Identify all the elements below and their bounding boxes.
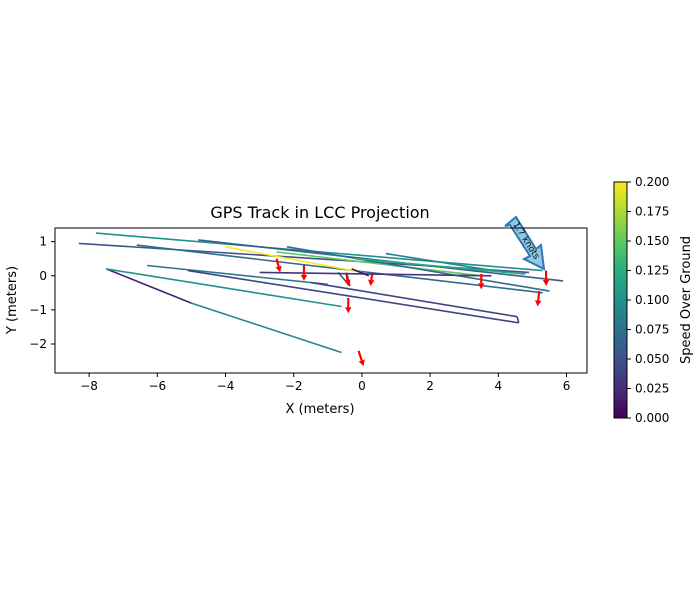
track-segment	[191, 302, 342, 354]
speed-annotation: 1.7 knots	[504, 215, 546, 271]
x-tick-label: 6	[563, 379, 571, 393]
x-tick-label: 2	[426, 379, 434, 393]
track-segment	[286, 246, 550, 292]
x-tick-label: 0	[358, 379, 366, 393]
colorbar-tick-label: 0.025	[635, 382, 669, 396]
velocity-arrow	[368, 273, 375, 286]
colorbar-label: Speed Over Ground	[679, 236, 694, 364]
colorbar-tick-label: 0.125	[635, 264, 669, 278]
velocity-arrow	[345, 297, 352, 314]
colorbar-ticks: 0.000 0.025 0.050 0.075 0.100 0.125 0.150 0.175…	[627, 175, 669, 425]
colorbar-tick-label: 0.175	[635, 205, 669, 219]
track-segment	[105, 268, 192, 304]
colorbar-tick-label: 0.100	[635, 293, 669, 307]
colorbar-tick-label: 0.200	[635, 175, 669, 189]
y-tick-label: −1	[29, 303, 47, 317]
y-axis-ticks: −2 −1 0 1	[29, 235, 55, 351]
x-tick-label: −2	[285, 379, 303, 393]
x-tick-label: −6	[148, 379, 166, 393]
track-segment	[351, 268, 370, 277]
colorbar-gradient	[614, 182, 627, 418]
colorbar-tick-label: 0.075	[635, 323, 669, 337]
track-segment	[276, 251, 482, 277]
velocity-arrow	[344, 273, 351, 286]
y-tick-label: 1	[39, 235, 47, 249]
velocity-arrows	[275, 258, 550, 367]
chart-title: GPS Track in LCC Projection	[210, 203, 429, 222]
velocity-arrow	[542, 270, 550, 286]
x-axis-ticks: −8 −6 −4 −2 0 2 4 6	[80, 373, 570, 393]
velocity-arrow	[535, 290, 542, 307]
track-segment	[259, 271, 492, 277]
colorbar-tick-label: 0.150	[635, 234, 669, 248]
colorbar: 0.000 0.025 0.050 0.075 0.100 0.125 0.150 0.175…	[613, 175, 694, 425]
x-tick-label: 4	[495, 379, 503, 393]
y-tick-label: −2	[29, 337, 47, 351]
velocity-arrow	[275, 258, 282, 273]
track-segment	[147, 264, 328, 286]
track-segment	[385, 252, 506, 274]
annotation-label: 1.7 knots	[510, 221, 541, 262]
y-tick-label: 0	[39, 269, 47, 283]
colorbar-tick-label: 0.000	[635, 411, 669, 425]
velocity-arrow	[300, 265, 308, 281]
track-lines	[78, 232, 564, 354]
track-segment	[355, 257, 526, 275]
x-axis-label: X (meters)	[285, 402, 354, 417]
colorbar-tick-label: 0.050	[635, 352, 669, 366]
track-segment	[106, 268, 342, 308]
track-segment	[310, 281, 518, 318]
track-segment	[516, 316, 520, 324]
track-segment	[225, 246, 363, 274]
x-tick-label: −8	[80, 379, 98, 393]
plot-area-frame	[54, 227, 588, 374]
velocity-arrow	[478, 274, 485, 290]
x-tick-label: −4	[217, 379, 235, 393]
track-segment	[187, 269, 519, 324]
velocity-arrow	[357, 350, 365, 367]
y-axis-label: Y (meters)	[5, 266, 20, 335]
